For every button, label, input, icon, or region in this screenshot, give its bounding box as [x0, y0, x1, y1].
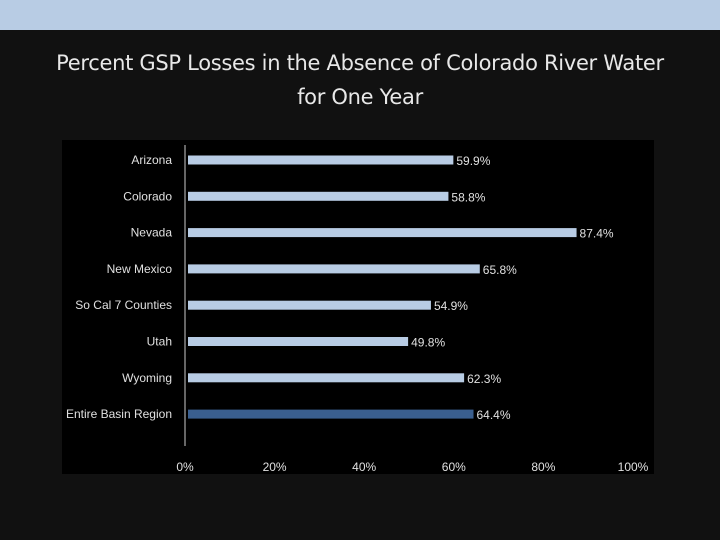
x-tick-label-0: 0%: [176, 460, 194, 474]
bar-entire-basin-region: [188, 409, 474, 419]
x-tick-label-80: 80%: [531, 460, 555, 474]
value-label-new-mexico: 65.8%: [483, 263, 517, 277]
value-label-wyoming: 62.3%: [467, 372, 501, 386]
category-label-arizona: Arizona: [131, 153, 172, 167]
bar-utah: [188, 337, 409, 346]
bar-arizona: [188, 155, 454, 165]
x-tick-label-100: 100%: [618, 460, 649, 474]
bar-so-cal-7-counties: [188, 300, 431, 310]
value-label-entire-basin-region: 64.4%: [477, 408, 511, 422]
bar-new-mexico: [188, 264, 480, 274]
title-line-1: Percent GSP Losses in the Absence of Col…: [56, 51, 664, 75]
value-label-utah: 49.8%: [411, 336, 445, 350]
value-label-arizona: 59.9%: [456, 154, 490, 168]
bar-nevada: [188, 228, 577, 238]
bar-colorado: [188, 191, 449, 201]
value-label-colorado: 58.8%: [451, 190, 485, 204]
bar-wyoming: [188, 373, 465, 383]
category-label-utah: Utah: [147, 335, 172, 349]
category-label-new-mexico: New Mexico: [107, 262, 173, 276]
value-label-nevada: 87.4%: [580, 227, 614, 241]
x-tick-label-60: 60%: [442, 460, 466, 474]
category-label-wyoming: Wyoming: [122, 371, 172, 385]
x-tick-label-40: 40%: [352, 460, 376, 474]
chart-area: Arizona 59.9% Colorado 58.8% Nevada 87.4% New …: [62, 140, 654, 474]
category-label-entire-basin-region: Entire Basin Region: [66, 407, 172, 421]
bar-chart: Arizona 59.9% Colorado 58.8% Nevada 87.4% New …: [66, 145, 649, 474]
title-line-2: for One Year: [297, 85, 423, 109]
category-label-colorado: Colorado: [123, 189, 172, 203]
category-label-nevada: Nevada: [131, 226, 173, 240]
category-label-so-cal-7-counties: So Cal 7 Counties: [75, 298, 172, 312]
top-band: [0, 0, 720, 30]
x-tick-label-20: 20%: [263, 460, 287, 474]
value-label-so-cal-7-counties: 54.9%: [434, 299, 468, 313]
slide-title: Percent GSP Losses in the Absence of Col…: [20, 46, 700, 114]
